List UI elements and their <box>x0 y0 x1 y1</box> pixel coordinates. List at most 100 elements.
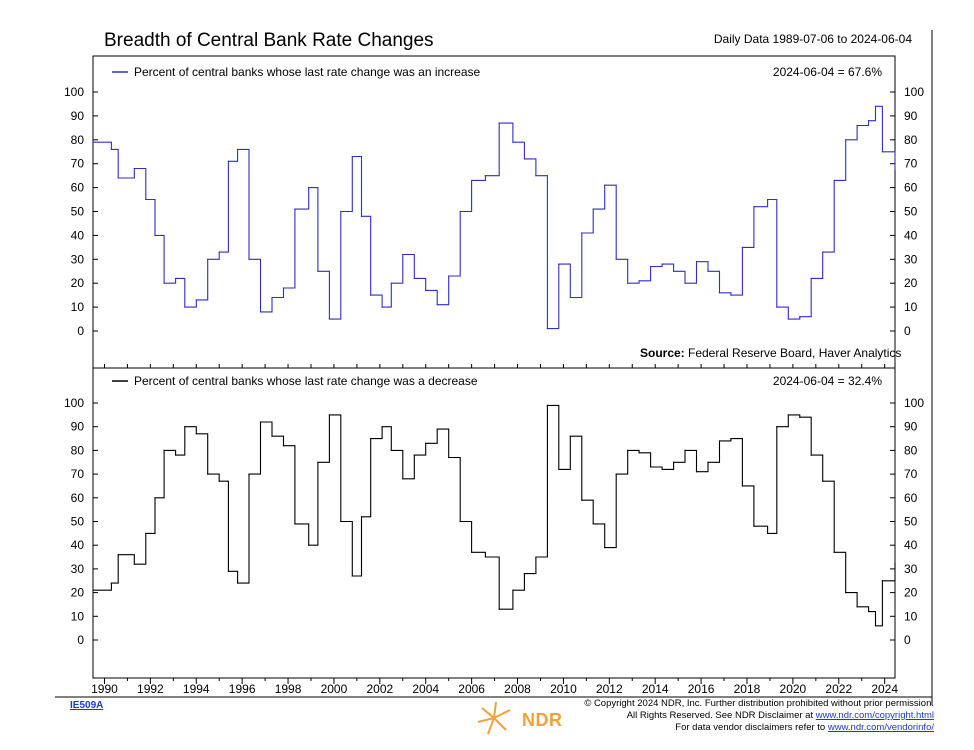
y-tick-label-left: 60 <box>71 491 85 505</box>
copyright-line-2: All Rights Reserved. See NDR Disclaimer … <box>584 710 934 722</box>
increase-point <box>459 210 461 213</box>
bottom-panel-frame <box>92 367 896 679</box>
ndr-logo <box>474 700 584 740</box>
decrease-point <box>381 426 383 428</box>
increase-point <box>471 179 473 182</box>
decrease-point <box>684 449 686 451</box>
decrease-point <box>638 452 640 454</box>
y-tick-label-left: 30 <box>71 252 85 266</box>
y-tick-label-right: 30 <box>904 562 918 576</box>
increase-point <box>484 175 486 177</box>
decrease-point <box>117 554 119 556</box>
y-tick-label-right: 0 <box>904 324 911 338</box>
y-tick-label-right: 40 <box>904 228 918 242</box>
x-tick-label: 1994 <box>183 682 210 696</box>
increase-point <box>799 316 801 318</box>
increase-point <box>787 318 789 320</box>
increase-point <box>730 294 732 296</box>
increase-point <box>558 263 560 265</box>
increase-point <box>523 158 526 160</box>
y-tick-label-left: 80 <box>71 133 85 147</box>
y-tick-label-left: 70 <box>71 157 85 171</box>
decrease-point <box>294 523 296 525</box>
x-tick-label: 2022 <box>825 682 852 696</box>
y-tick-label-right: 100 <box>904 396 924 410</box>
increase-point <box>340 210 342 213</box>
increase-point <box>822 251 824 253</box>
increase-point <box>163 282 165 284</box>
decrease-point <box>787 414 789 416</box>
increase-point <box>154 234 156 236</box>
decrease-point <box>218 480 220 482</box>
y-tick-label-left: 100 <box>64 396 84 410</box>
increase-point <box>390 282 392 284</box>
decrease-point <box>604 546 606 549</box>
decrease-point <box>92 589 94 591</box>
decrease-point <box>236 582 239 584</box>
y-tick-label-left: 20 <box>71 276 85 290</box>
x-tick-label: 1990 <box>91 682 118 696</box>
copyright-block: © Copyright 2024 NDR, Inc. Further distr… <box>584 698 934 734</box>
x-tick-label: 1996 <box>229 682 256 696</box>
increase-point <box>360 215 363 217</box>
decrease-point <box>248 473 250 475</box>
decrease-point <box>661 468 663 470</box>
increase-point <box>294 208 296 210</box>
increase-point <box>175 277 177 280</box>
decrease-point <box>650 466 652 468</box>
decrease-point <box>282 445 285 447</box>
decrease-point <box>833 551 835 553</box>
increase-point <box>856 124 858 127</box>
decrease-point <box>615 473 617 475</box>
top-latest-value: 2024-06-04 = 67.6% <box>773 65 882 79</box>
decrease-point <box>133 563 135 565</box>
decrease-point <box>390 449 392 451</box>
increase-point <box>218 251 220 253</box>
increase-point <box>259 311 262 313</box>
increase-point <box>776 306 778 308</box>
y-tick-label-right: 50 <box>904 205 918 219</box>
decrease-point <box>227 570 229 572</box>
y-tick-label-right: 20 <box>904 586 918 600</box>
vendor-info-link[interactable]: www.ndr.com/vendorinfo/ <box>827 722 934 733</box>
y-tick-label-left: 10 <box>71 300 85 314</box>
decrease-point <box>145 532 147 534</box>
y-tick-label-right: 90 <box>904 420 918 434</box>
y-tick-label-right: 70 <box>904 157 918 171</box>
decrease-point <box>512 589 514 591</box>
decrease-point <box>110 582 112 584</box>
increase-point <box>133 167 135 170</box>
x-tick-label: 2000 <box>321 682 348 696</box>
increase-point <box>282 287 285 289</box>
decrease-point <box>881 580 883 582</box>
decrease-point <box>730 437 732 440</box>
increase-point <box>684 282 686 284</box>
ndr-logo-text: NDR <box>522 710 563 730</box>
y-tick-label-left: 0 <box>77 633 84 647</box>
increase-point <box>615 258 617 260</box>
increase-point <box>627 282 629 284</box>
copyright-link[interactable]: www.ndr.com/copyright.html <box>815 710 934 721</box>
top-legend-label: Percent of central banks whose last rate… <box>134 65 481 79</box>
chart-id-link[interactable]: IE509A <box>70 700 104 711</box>
increase-point <box>402 253 404 256</box>
y-tick-label-right: 100 <box>904 85 924 99</box>
source-text: Federal Reserve Board, Haver Analytics <box>688 346 901 360</box>
decrease-point <box>845 592 847 594</box>
increase-point <box>236 148 239 150</box>
source-label: Source: <box>640 346 685 360</box>
y-tick-label-right: 70 <box>904 467 918 481</box>
increase-point <box>512 141 514 143</box>
decrease-point <box>894 562 896 564</box>
decrease-point <box>707 461 709 463</box>
decrease-point <box>184 426 186 428</box>
increase-point <box>661 263 663 265</box>
increase-point <box>110 148 112 150</box>
decrease-point <box>471 551 473 553</box>
decrease-point <box>546 404 548 406</box>
y-tick-label-left: 70 <box>71 467 85 481</box>
increase-point <box>117 177 119 179</box>
increase-point <box>317 270 319 272</box>
decrease-point <box>425 442 427 444</box>
copyright-line-1: © Copyright 2024 NDR, Inc. Further distr… <box>584 698 934 709</box>
